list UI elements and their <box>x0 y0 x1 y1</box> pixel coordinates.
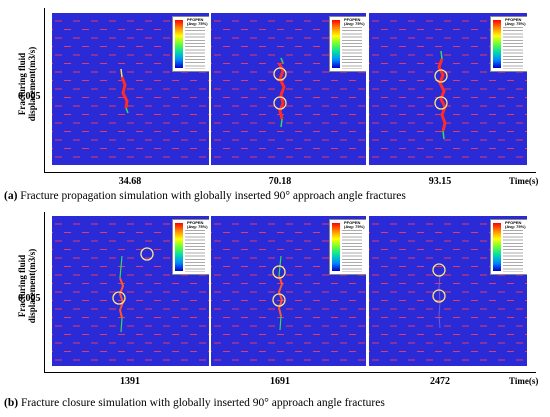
legend-values <box>503 230 523 272</box>
legend-values <box>185 27 205 69</box>
legend-title: PFOPEN <box>344 17 361 22</box>
highlight-circle-bottom <box>273 96 287 110</box>
caption-b: (b) Fracture closure simulation with glo… <box>4 397 385 409</box>
legend-colorbar <box>175 20 183 68</box>
legend-colorbar <box>332 223 340 271</box>
fracture-tip-bottom <box>442 130 445 140</box>
main-fracture <box>437 58 447 132</box>
crack-contour-a3 <box>369 20 527 158</box>
highlight-circle-bottom <box>434 96 448 110</box>
contour-legend-b1: PFOPEN (Avg: 75%) <box>172 219 209 275</box>
legend-colorbar <box>175 223 183 271</box>
legend-subtitle: (Avg: 75%) <box>344 224 365 229</box>
main-fracture <box>118 277 125 319</box>
crack-contour-a1 <box>52 20 209 158</box>
time-label-a3: 93.15 <box>428 176 452 187</box>
legend-colorbar <box>493 223 501 271</box>
x-axis-b <box>44 372 536 373</box>
highlight-circle-top <box>432 263 446 277</box>
highlight-circle-bottom <box>112 291 126 305</box>
contour-legend-a2: PFOPEN (Avg: 75%) <box>329 16 366 72</box>
legend-title: PFOPEN <box>187 220 204 225</box>
caption-text-a: Fracture propagation simulation with glo… <box>17 190 406 202</box>
simulation-panel-b3: PFOPEN (Avg: 75%) <box>369 216 527 366</box>
highlight-circle-bottom <box>432 289 446 303</box>
simulation-panel-a3: PFOPEN (Avg: 75%) <box>369 13 527 165</box>
inserted-fracture-lines <box>211 223 365 361</box>
legend-title: PFOPEN <box>187 17 204 22</box>
fracture-tip-top <box>280 57 284 64</box>
fracture-tip-top <box>440 50 443 60</box>
caption-label-a: (a) <box>4 190 18 202</box>
main-fracture <box>277 62 286 120</box>
legend-subtitle: (Avg: 75%) <box>505 21 526 26</box>
contour-legend-a3: PFOPEN (Avg: 75%) <box>490 16 527 72</box>
caption-label-b: (b) <box>4 397 19 409</box>
legend-subtitle: (Avg: 75%) <box>344 21 365 26</box>
legend-title: PFOPEN <box>344 220 361 225</box>
simulation-panel-b1: PFOPEN (Avg: 75%) <box>52 216 209 366</box>
y-tick-b: 0.005 <box>18 293 41 304</box>
legend-title: PFOPEN <box>505 220 522 225</box>
time-label-b2: 1691 <box>270 376 290 387</box>
y-axis-label-line2: displacement(m3/s) <box>27 46 37 122</box>
fracture-tip-bottom <box>125 107 129 114</box>
inserted-fracture-lines <box>369 20 527 158</box>
y-axis-a <box>44 8 45 172</box>
time-label-b3: 2472 <box>430 376 450 387</box>
time-label-a1: 34.68 <box>118 176 142 187</box>
highlight-circle-top <box>434 69 448 83</box>
caption-a: (a) Fracture propagation simulation with… <box>4 190 406 202</box>
legend-title: PFOPEN <box>505 17 522 22</box>
legend-subtitle: (Avg: 75%) <box>187 21 208 26</box>
time-label-b1: 1391 <box>120 376 140 387</box>
legend-values <box>342 230 362 272</box>
x-axis-a <box>44 172 536 173</box>
contour-legend-b3: PFOPEN (Avg: 75%) <box>490 219 527 275</box>
fracture-tip-top <box>119 255 123 279</box>
caption-text-b: Fracture closure simulation with globall… <box>18 397 385 409</box>
simulation-panel-a1: PFOPEN (Avg: 75%) <box>52 13 209 165</box>
legend-values <box>185 230 205 272</box>
fracture-tip-bottom <box>279 315 282 331</box>
contour-legend-b2: PFOPEN (Avg: 75%) <box>329 219 366 275</box>
y-axis-b <box>44 212 45 372</box>
legend-colorbar <box>332 20 340 68</box>
y-tick-a: 0.005 <box>18 91 41 102</box>
y-axis-label-a: Fracturing fluid displacement(m3/s) <box>17 29 37 139</box>
time-label-a2: 70.18 <box>268 176 292 187</box>
fracture-tip-bottom <box>280 118 283 128</box>
inserted-fracture-lines <box>52 20 209 158</box>
highlight-circle-bottom <box>272 293 286 307</box>
legend-colorbar <box>493 20 501 68</box>
crack-contour-b2 <box>211 223 365 361</box>
legend-values <box>503 27 523 69</box>
y-axis-label-line1: Fracturing fluid <box>17 254 27 318</box>
y-axis-label-b: Fracturing fluid displacement(m3/s) <box>17 231 37 341</box>
highlight-circle-top <box>273 67 287 81</box>
highlight-circle-top <box>272 265 286 279</box>
main-fracture <box>120 76 129 109</box>
x-unit-label-a: Time(s) <box>509 176 539 186</box>
main-fracture <box>277 275 284 317</box>
contour-legend-a1: PFOPEN (Avg: 75%) <box>172 16 209 72</box>
fracture-tip-bottom <box>120 317 123 333</box>
simulation-panel-b2: PFOPEN (Avg: 75%) <box>211 216 366 366</box>
simulation-panel-a2: PFOPEN (Avg: 75%) <box>211 13 366 165</box>
fracture-tip-top <box>120 68 123 78</box>
y-axis-label-line1: Fracturing fluid <box>17 52 27 116</box>
x-unit-label-b: Time(s) <box>509 376 539 386</box>
y-axis-label-line2: displacement(m3/s) <box>27 248 37 324</box>
legend-values <box>342 27 362 69</box>
highlight-circle-top <box>140 247 154 261</box>
legend-subtitle: (Avg: 75%) <box>505 224 526 229</box>
legend-subtitle: (Avg: 75%) <box>187 224 208 229</box>
